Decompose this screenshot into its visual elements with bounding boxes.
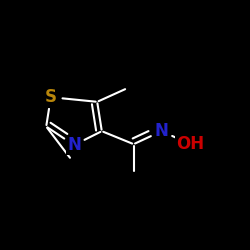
Text: OH: OH <box>176 135 204 153</box>
Text: N: N <box>154 122 168 140</box>
Text: N: N <box>67 136 81 154</box>
Text: S: S <box>45 88 57 106</box>
